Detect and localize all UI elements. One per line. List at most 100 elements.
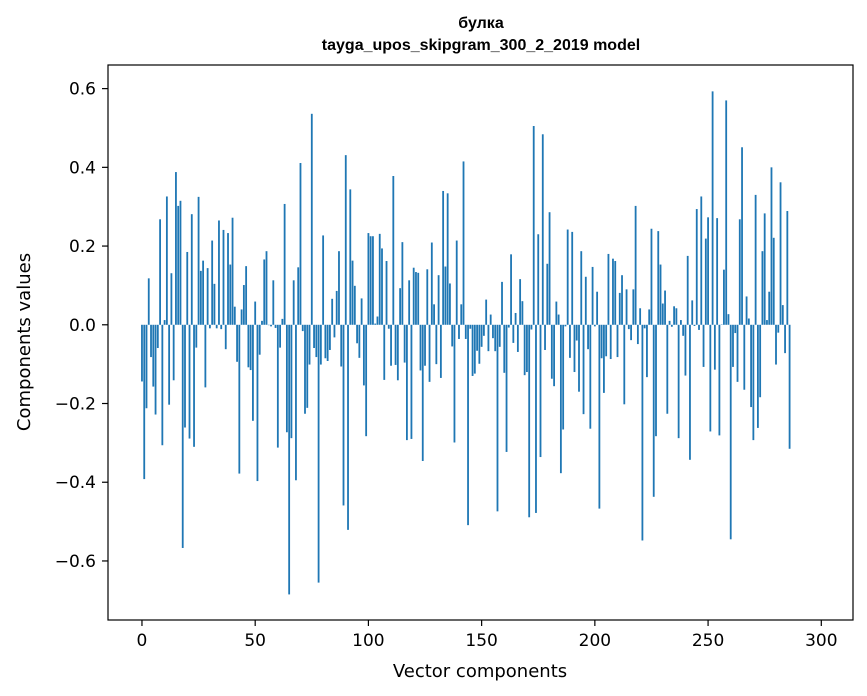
bar (331, 298, 334, 325)
bar (451, 324, 454, 347)
bar (482, 324, 485, 336)
bar (510, 254, 512, 325)
bar (274, 324, 277, 328)
bar (428, 324, 431, 382)
bar (562, 324, 565, 430)
bar (537, 234, 540, 325)
bar (541, 134, 544, 325)
bar (575, 324, 578, 341)
bar (514, 312, 517, 325)
bar (725, 100, 728, 325)
bar (238, 324, 241, 474)
bar (281, 318, 284, 325)
bar (159, 219, 161, 325)
bar (684, 324, 687, 376)
bar (618, 292, 621, 325)
bar (630, 324, 632, 341)
bar (283, 203, 286, 325)
bar (625, 289, 628, 325)
bar (369, 236, 372, 325)
bar (582, 324, 585, 415)
chart-title: булка (458, 15, 504, 32)
bar (641, 324, 644, 541)
bar (163, 320, 166, 325)
bar (659, 264, 662, 325)
bar (170, 273, 173, 325)
bar (507, 324, 510, 328)
bar (761, 251, 764, 325)
bar (342, 324, 345, 506)
bar (145, 324, 148, 409)
bar (471, 324, 474, 376)
bar (186, 251, 189, 325)
bar (424, 324, 426, 366)
bar (623, 324, 626, 405)
bar (276, 324, 279, 448)
bar (605, 324, 608, 357)
bar (152, 324, 155, 387)
bar (503, 324, 506, 373)
bar (285, 324, 288, 433)
plot-area-frame (107, 64, 854, 621)
bar (777, 324, 780, 333)
bar (469, 324, 472, 329)
bar (150, 324, 152, 358)
bar (478, 324, 481, 364)
bar (231, 217, 234, 325)
y-tick-label: 0.4 (69, 158, 96, 178)
bar (381, 248, 383, 325)
bar (680, 320, 682, 325)
bar (772, 237, 775, 325)
bar (614, 261, 617, 325)
bar (365, 324, 368, 437)
bar (695, 209, 698, 325)
bar (161, 324, 164, 446)
bar (580, 251, 583, 325)
bar (732, 324, 734, 367)
bar (677, 324, 680, 439)
bar (498, 324, 501, 347)
y-tick-label: −0.2 (55, 395, 96, 415)
bar (559, 324, 562, 474)
bar (204, 324, 207, 388)
bar (587, 324, 589, 350)
bar (399, 288, 402, 325)
bar (467, 324, 469, 526)
bar (693, 324, 696, 326)
bar (313, 324, 315, 349)
bar (661, 303, 664, 325)
bar (211, 240, 214, 325)
bar (306, 324, 309, 408)
bar (421, 324, 424, 461)
bar (378, 233, 381, 325)
bar (344, 155, 347, 325)
bar (670, 324, 673, 327)
bar (333, 324, 336, 338)
bar (766, 320, 768, 325)
bar (242, 285, 245, 325)
bar (682, 324, 685, 336)
bar (362, 324, 365, 386)
bar (784, 324, 786, 354)
x-axis-ticks: 0 50 100 150 200 250 300 (137, 620, 838, 651)
bar (227, 233, 229, 325)
bar (578, 324, 580, 392)
y-axis-label: Components values (14, 253, 35, 431)
bar (419, 324, 422, 371)
bar (707, 217, 709, 325)
bar (636, 324, 639, 345)
bar (156, 324, 159, 349)
bar (571, 231, 574, 325)
bar (702, 324, 705, 367)
bar (704, 238, 707, 325)
bar (557, 314, 560, 325)
bar (297, 267, 300, 325)
bar (738, 219, 741, 325)
bar (403, 324, 406, 363)
bar (392, 176, 395, 325)
bar (505, 324, 508, 452)
x-tick-label: 50 (244, 631, 266, 651)
bar (437, 275, 440, 325)
bar (229, 264, 232, 325)
bar (519, 279, 522, 325)
